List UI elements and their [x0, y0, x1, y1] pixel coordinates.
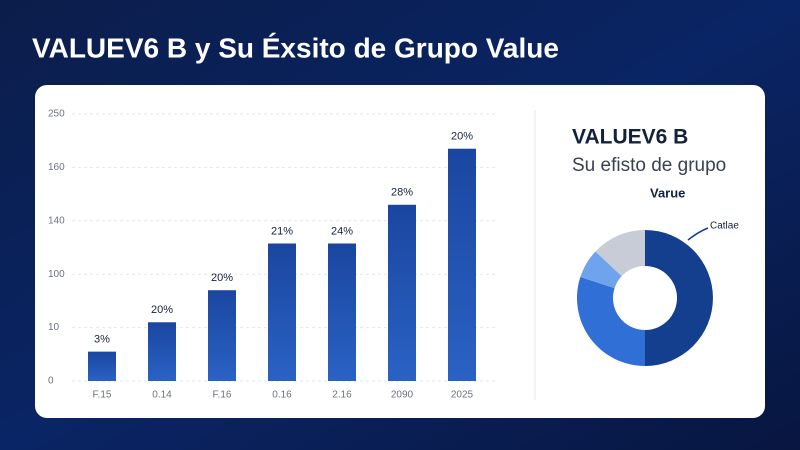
- x-tick-label: 2025: [451, 390, 474, 401]
- bar: [208, 290, 236, 381]
- pie-annotation: Catlae: [710, 221, 739, 232]
- y-tick-label: 0: [48, 376, 54, 387]
- bar: [388, 204, 416, 381]
- x-tick-label: F.16: [213, 390, 232, 401]
- pie-subtitle: Su efisto de grupo: [572, 155, 726, 176]
- bar: [148, 322, 176, 381]
- callout-line: [687, 227, 709, 241]
- bar-label: 21%: [271, 225, 293, 237]
- pie-label: Varue: [650, 185, 685, 200]
- pie-slice: [645, 230, 713, 366]
- y-tick-label: 10: [48, 322, 60, 333]
- bar-label: 20%: [211, 272, 233, 284]
- bar-label: 3%: [94, 334, 110, 346]
- y-tick-label: 140: [48, 215, 65, 226]
- x-tick-label: 2090: [391, 390, 414, 401]
- pie-title: VALUEV6 B: [572, 126, 688, 149]
- y-tick-label: 250: [48, 109, 65, 120]
- bar-label: 28%: [391, 187, 413, 199]
- bar: [88, 351, 116, 381]
- x-tick-label: F.15: [93, 390, 112, 401]
- pie-slice: [577, 276, 645, 366]
- pie-slice: [580, 251, 622, 289]
- x-tick-label: 2.16: [332, 390, 352, 401]
- bar-label: 20%: [151, 304, 173, 316]
- bar-label: 20%: [451, 131, 473, 143]
- bar-label: 24%: [331, 225, 353, 237]
- bar: [328, 243, 356, 381]
- bar: [448, 148, 476, 381]
- bar: [268, 243, 296, 381]
- x-tick-label: 0.14: [152, 390, 172, 401]
- slide-title: VALUEV6 B y Su Éxsito de Grupo Value: [32, 32, 559, 63]
- y-tick-label: 100: [48, 269, 65, 280]
- pie-slice: [595, 230, 645, 277]
- y-tick-label: 160: [48, 162, 65, 173]
- x-tick-label: 0.16: [272, 390, 292, 401]
